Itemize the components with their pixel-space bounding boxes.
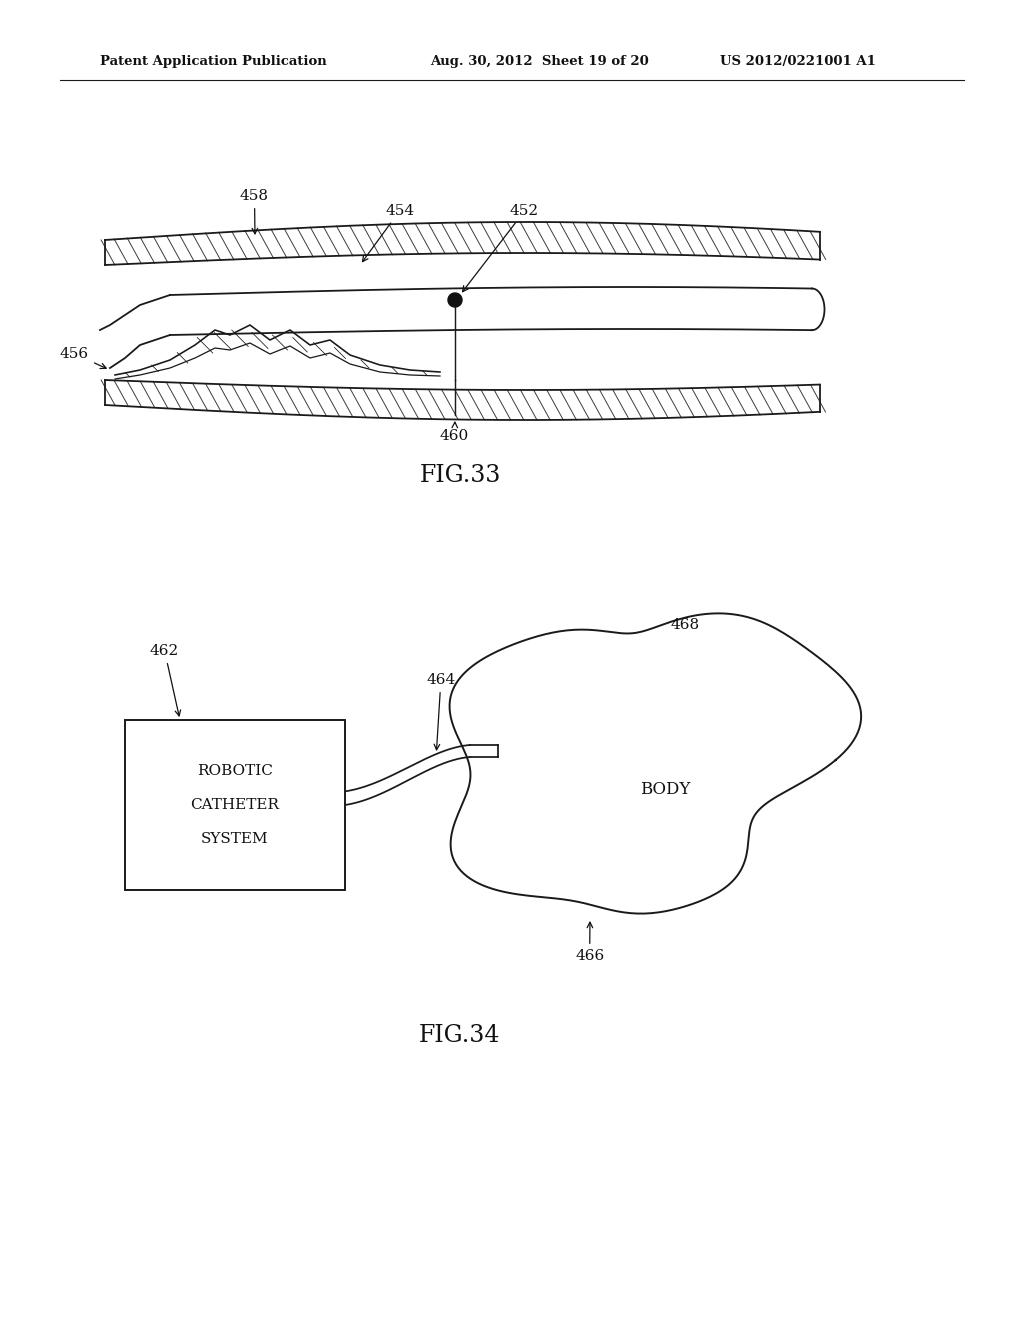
Text: 466: 466 bbox=[575, 923, 604, 964]
Text: 460: 460 bbox=[440, 422, 469, 444]
Text: 452: 452 bbox=[463, 205, 539, 292]
Text: 468: 468 bbox=[671, 618, 699, 632]
Text: 462: 462 bbox=[150, 644, 180, 715]
Text: CATHETER: CATHETER bbox=[190, 799, 280, 812]
Text: 458: 458 bbox=[240, 189, 269, 234]
Text: Aug. 30, 2012  Sheet 19 of 20: Aug. 30, 2012 Sheet 19 of 20 bbox=[430, 55, 649, 69]
Polygon shape bbox=[449, 293, 462, 308]
Text: Patent Application Publication: Patent Application Publication bbox=[100, 55, 327, 69]
Text: 464: 464 bbox=[426, 673, 456, 750]
Text: FIG.34: FIG.34 bbox=[419, 1023, 501, 1047]
Text: ROBOTIC: ROBOTIC bbox=[197, 764, 273, 777]
Text: BODY: BODY bbox=[640, 781, 690, 799]
Text: FIG.33: FIG.33 bbox=[419, 463, 501, 487]
Text: 454: 454 bbox=[362, 205, 414, 261]
Text: SYSTEM: SYSTEM bbox=[201, 832, 269, 846]
Bar bbox=[125, 719, 345, 890]
Text: 456: 456 bbox=[60, 347, 106, 368]
Text: US 2012/0221001 A1: US 2012/0221001 A1 bbox=[720, 55, 876, 69]
